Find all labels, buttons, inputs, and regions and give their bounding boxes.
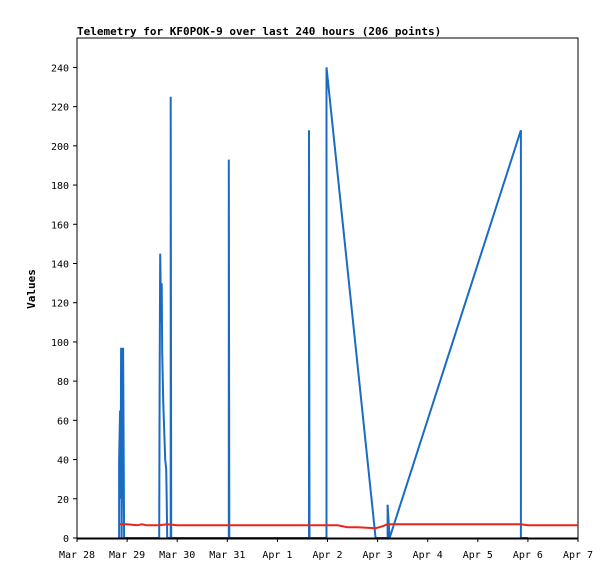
x-tick-label: Apr 2 bbox=[312, 550, 342, 561]
y-tick-label: 120 bbox=[51, 299, 69, 310]
y-tick-label: 100 bbox=[51, 338, 69, 349]
y-tick-label: 140 bbox=[51, 259, 69, 270]
x-tick-label: Mar 31 bbox=[209, 550, 245, 561]
series-line-1 bbox=[118, 67, 528, 539]
y-tick-label: 160 bbox=[51, 220, 69, 231]
y-tick-label: 40 bbox=[57, 456, 69, 467]
x-tick-label: Apr 4 bbox=[413, 550, 443, 561]
y-tick-label: 240 bbox=[51, 63, 69, 74]
x-tick-label: Apr 3 bbox=[363, 550, 393, 561]
series-layer bbox=[118, 67, 578, 539]
x-tick-label: Mar 30 bbox=[159, 550, 195, 561]
y-tick-label: 80 bbox=[57, 377, 69, 388]
x-tick-label: Apr 7 bbox=[563, 550, 593, 561]
series-line-2 bbox=[119, 523, 578, 530]
y-tick-label: 200 bbox=[51, 142, 69, 153]
y-tick-label: 0 bbox=[63, 534, 69, 545]
x-tick-label: Apr 5 bbox=[463, 550, 493, 561]
y-tick-label: 180 bbox=[51, 181, 69, 192]
y-axis-ticks: 0 20 40 60 80 100 120 140 160 180 200 220 240 bbox=[51, 63, 77, 545]
chart-title: Telemetry for KF0POK-9 over last 240 hou… bbox=[77, 25, 441, 38]
y-tick-label: 20 bbox=[57, 495, 69, 506]
x-axis-ticks: Mar 28 Mar 29 Mar 30 Mar 31 Apr 1 Apr 2 Apr 3 A… bbox=[59, 538, 593, 561]
x-tick-label: Mar 29 bbox=[109, 550, 145, 561]
x-tick-label: Apr 6 bbox=[513, 550, 543, 561]
x-tick-label: Apr 1 bbox=[262, 550, 292, 561]
y-axis-label: Values bbox=[25, 269, 38, 309]
y-tick-label: 220 bbox=[51, 103, 69, 114]
y-tick-label: 60 bbox=[57, 416, 69, 427]
x-tick-label: Mar 28 bbox=[59, 550, 95, 561]
